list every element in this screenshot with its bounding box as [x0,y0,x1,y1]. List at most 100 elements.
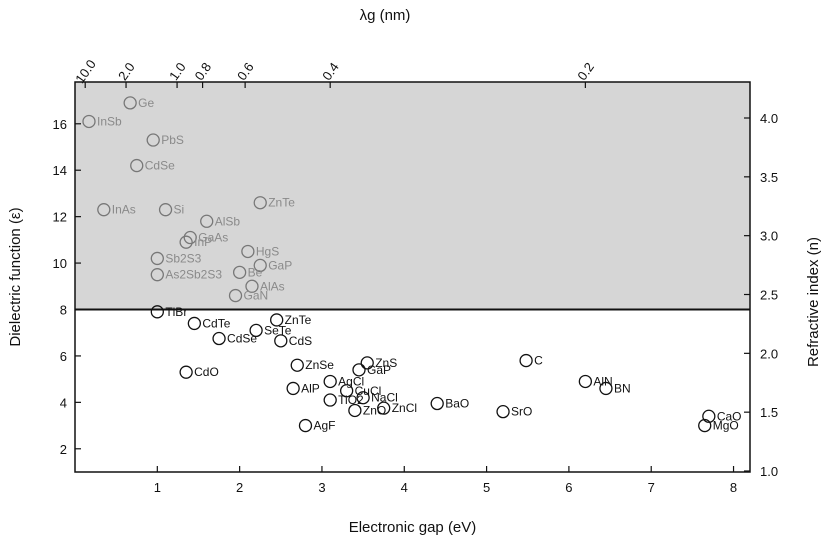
point-label: CdSe [227,332,257,346]
data-point [360,356,374,370]
point-label: AlAs [260,279,285,293]
x-axis-label: Electronic gap (eV) [349,519,477,536]
point-label: GaN [244,289,269,303]
data-point [274,334,288,348]
data-point [123,96,137,110]
data-point [298,418,313,433]
data-point [430,396,444,411]
point-label: AlN [593,374,612,388]
point-label: SeTe [264,323,292,337]
point-label: Si [174,203,185,217]
y-tick-label: 6 [60,349,67,364]
point-label: CdTe [202,316,230,330]
data-point [232,265,247,280]
point-label: NaCl [371,391,398,405]
point-label: AlP [301,381,320,395]
data-point [179,365,193,379]
y2-tick-label: 1.5 [760,405,778,420]
point-label: AlSb [215,214,241,228]
point-label: CdSe [145,159,175,173]
y2-axis-ticks: 1.0 1.5 2.0 2.5 3.0 3.5 4.0 [744,111,778,479]
data-point [187,316,202,331]
point-label: TiO2 [338,393,364,407]
point-label: ZnCl [392,401,417,415]
point-label: HgS [256,244,279,258]
data-point [290,358,304,372]
y2-tick-label: 3.0 [760,229,778,244]
y2-axis-label: Refractive index (n) [805,237,822,367]
y-tick-label: 4 [60,395,67,410]
point-label: Ge [138,96,154,110]
point-label: As2Sb2S3 [165,268,222,282]
data-point [158,203,173,217]
point-label: TlBr [165,305,187,319]
data-point [578,374,593,389]
data-point [253,196,267,210]
data-point [519,353,533,368]
y2-tick-label: 4.0 [760,111,778,126]
point-label: ZnTe [285,313,312,327]
point-label: InAs [112,203,136,217]
data-point [323,374,337,389]
data-point [200,214,214,228]
data-point [245,279,259,293]
data-point [323,393,337,407]
data-point [702,409,716,423]
data-point [496,404,510,419]
data-point [183,230,197,245]
x-tick-label: 8 [730,480,737,495]
y-tick-label: 2 [60,442,67,457]
y-tick-label: 12 [53,210,67,225]
point-label: InSb [97,114,122,128]
data-point [150,268,164,282]
x-tick-label: 7 [648,480,655,495]
point-label: PbS [161,133,184,147]
data-point [82,114,96,129]
data-point [130,158,144,173]
data-point [352,363,366,377]
y-tick-label: 14 [53,163,67,178]
point-label: MgO [713,419,739,433]
data-point [348,403,362,418]
data-point [253,258,267,273]
point-label: Be [248,265,263,279]
y2-tick-label: 2.0 [760,346,778,361]
plot-frame [74,81,751,473]
data-point [249,323,263,338]
data-point [270,313,284,327]
point-label: SrO [511,405,532,419]
data-point [377,401,391,415]
point-label: BN [614,381,631,395]
x-tick-label: 3 [318,480,325,495]
x-tick-label: 6 [565,480,572,495]
point-label: ZnTe [268,196,295,210]
y-tick-label: 8 [60,303,67,318]
data-point [212,331,226,346]
point-label: Sb2S3 [165,251,201,265]
point-label: CaO [717,409,742,423]
point-label: C [534,354,543,368]
point-label: AgF [313,419,335,433]
point-label: ZnO [363,403,386,417]
data-point [179,235,193,249]
data-point [150,305,164,319]
y-axis-ticks: 2 4 6 8 10 12 14 16 [53,117,81,457]
point-label: GaAs [198,231,228,245]
point-label: GaP [367,363,391,377]
y-tick-label: 10 [53,256,67,271]
y2-tick-label: 1.0 [760,464,778,479]
point-label: ZnS [375,356,397,370]
point-label: CuCl [355,384,382,398]
point-label: CdO [194,365,219,379]
x-tick-label: 2 [236,480,243,495]
y2-tick-label: 2.5 [760,288,778,303]
data-point [698,418,712,433]
point-label: BaO [445,397,469,411]
point-label: CdS [289,334,312,348]
data-point [150,251,164,266]
data-point [356,391,370,405]
data-point [146,133,160,147]
data-point [339,384,354,398]
